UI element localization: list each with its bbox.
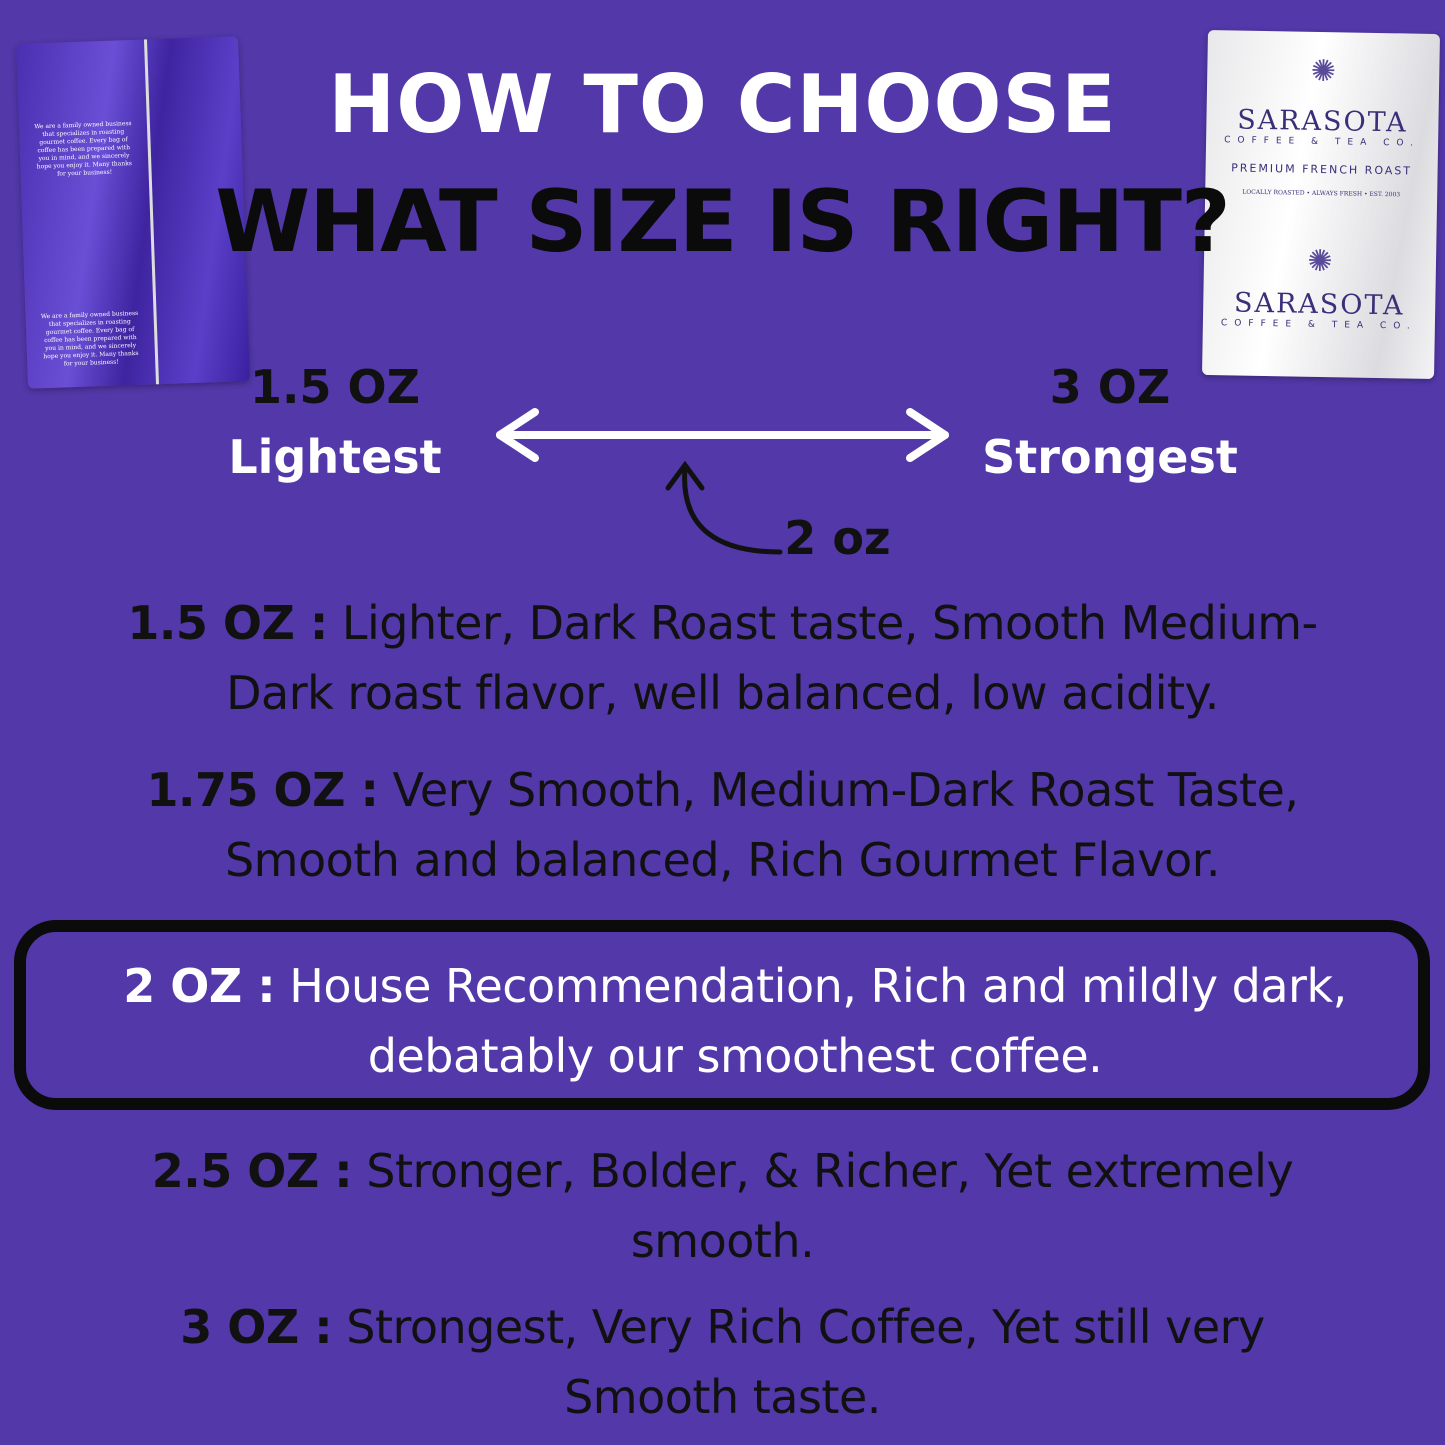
scale-right: 3 OZ Strongest (970, 352, 1250, 492)
curved-pointer-arrow-icon (665, 460, 783, 555)
size-item-2oz-recommended: 2 OZ : House Recommendation, Rich and mi… (123, 959, 1347, 1083)
scale-left-label: Lightest (228, 430, 442, 484)
strength-scale-graphic (496, 408, 949, 555)
size-label: 2.5 OZ : (151, 1144, 353, 1198)
size-label: 1.75 OZ : (146, 763, 379, 817)
title-line-2: WHAT SIZE IS RIGHT? (215, 172, 1231, 272)
bag-brand-lower: SARASOTA (1233, 287, 1405, 322)
double-arrow-icon (496, 408, 949, 462)
size-item-3oz: 3 OZ : Strongest, Very Rich Coffee, Yet … (180, 1300, 1265, 1424)
size-item-2-5oz: 2.5 OZ : Stronger, Bolder, & Richer, Yet… (151, 1144, 1294, 1268)
size-label: 2 OZ : (123, 959, 276, 1013)
size-label: 1.5 OZ : (127, 596, 328, 650)
scale-right-label: Strongest (982, 430, 1238, 484)
highlight-box (14, 920, 1430, 1110)
title-line-1: HOW TO CHOOSE (328, 58, 1117, 151)
scale-left: 1.5 OZ Lightest (200, 352, 470, 492)
scale-right-amount: 3 OZ (1049, 360, 1171, 414)
scale-marker-label: 2 oz (784, 511, 891, 565)
size-item-1-75oz: 1.75 OZ : Very Smooth, Medium-Dark Roast… (146, 763, 1299, 887)
bag-back-text-lower: We are a family owned business that spec… (40, 309, 139, 368)
size-item-1-5oz: 1.5 OZ : Lighter, Dark Roast taste, Smoo… (127, 596, 1318, 720)
scale-left-amount: 1.5 OZ (250, 360, 420, 414)
size-label: 3 OZ : (180, 1300, 333, 1354)
